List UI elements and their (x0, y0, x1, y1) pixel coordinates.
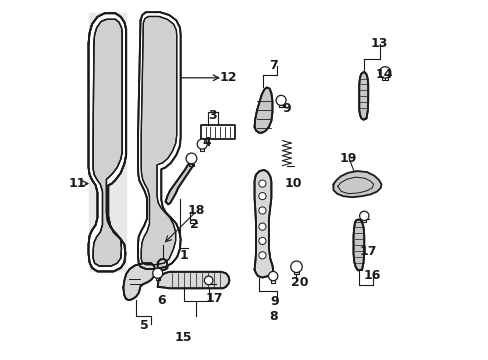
Text: 10: 10 (284, 177, 301, 190)
Text: 16: 16 (363, 269, 380, 282)
Text: 14: 14 (375, 68, 392, 81)
Polygon shape (123, 263, 155, 300)
Text: 18: 18 (187, 204, 204, 217)
Circle shape (290, 261, 302, 273)
Text: 6: 6 (158, 294, 166, 307)
Circle shape (268, 271, 277, 281)
Polygon shape (254, 87, 272, 133)
Polygon shape (353, 220, 364, 270)
Circle shape (152, 268, 163, 278)
Text: 7: 7 (268, 59, 277, 72)
Circle shape (197, 139, 207, 149)
Circle shape (276, 95, 285, 105)
Circle shape (258, 237, 265, 244)
Text: 1: 1 (179, 249, 187, 262)
Text: 9: 9 (270, 296, 279, 309)
Polygon shape (93, 19, 122, 266)
Text: 13: 13 (369, 37, 387, 50)
Circle shape (379, 67, 390, 78)
Circle shape (258, 223, 265, 230)
Text: 19: 19 (339, 152, 356, 165)
Text: 15: 15 (174, 331, 192, 344)
Text: 17: 17 (359, 245, 376, 258)
Polygon shape (88, 13, 126, 271)
Text: 2: 2 (189, 218, 198, 231)
Circle shape (204, 276, 212, 285)
Polygon shape (138, 12, 180, 269)
Text: 4: 4 (202, 136, 211, 149)
Text: 11: 11 (69, 177, 86, 190)
Text: 9: 9 (282, 102, 290, 115)
Polygon shape (254, 170, 273, 278)
Text: 12: 12 (219, 71, 237, 84)
Text: 17: 17 (205, 292, 223, 305)
Polygon shape (141, 17, 176, 265)
Circle shape (258, 252, 265, 259)
Polygon shape (88, 13, 126, 271)
Circle shape (185, 153, 196, 164)
Circle shape (258, 207, 265, 214)
Text: 8: 8 (268, 310, 277, 324)
Circle shape (258, 180, 265, 187)
Text: 20: 20 (291, 276, 308, 289)
Polygon shape (158, 272, 229, 288)
Polygon shape (333, 171, 381, 197)
Polygon shape (165, 163, 193, 204)
Text: 5: 5 (140, 319, 148, 332)
Circle shape (359, 211, 368, 221)
Text: 3: 3 (207, 109, 216, 122)
Polygon shape (359, 72, 367, 120)
Circle shape (258, 193, 265, 200)
Polygon shape (158, 259, 167, 272)
